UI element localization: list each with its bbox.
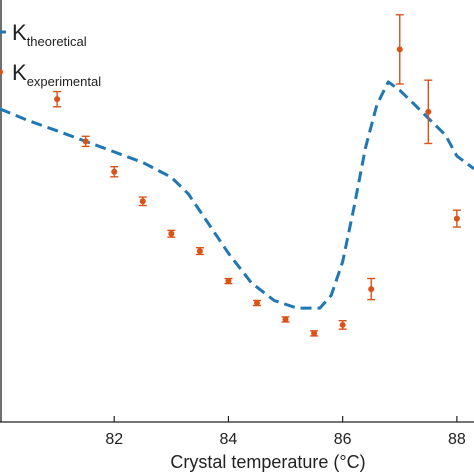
data-point	[281, 316, 290, 323]
data-point	[310, 330, 319, 337]
legend-swatch-marker	[0, 69, 3, 75]
data-point	[395, 14, 404, 85]
data-marker	[368, 286, 375, 293]
data-marker	[453, 215, 460, 222]
legend-label: Ktheoretical	[12, 20, 87, 49]
legend: Ktheoretical Kexperimental	[0, 20, 101, 89]
theoretical-curve	[0, 80, 474, 310]
axes	[0, 0, 474, 423]
data-point	[110, 165, 119, 178]
data-marker	[225, 278, 232, 285]
data-point	[252, 299, 261, 307]
data-point	[81, 135, 90, 148]
data-marker	[339, 321, 346, 328]
legend-label-subscript: theoretical	[27, 34, 87, 49]
data-point	[367, 277, 376, 301]
data-point	[167, 229, 176, 238]
data-point	[224, 277, 233, 285]
data-marker	[168, 230, 175, 237]
data-marker	[111, 168, 118, 175]
x-tick-label: 84	[220, 431, 238, 448]
data-marker	[54, 96, 61, 103]
x-ticks: 82 84 86 88	[105, 416, 466, 448]
data-point	[53, 90, 62, 108]
x-tick-label: 88	[448, 431, 466, 448]
series-layer	[0, 14, 474, 337]
data-marker	[425, 108, 432, 115]
x-axis-title: Crystal temperature (°C)	[170, 452, 365, 472]
data-point	[195, 247, 204, 256]
x-tick-label: 86	[334, 431, 352, 448]
data-point	[452, 209, 461, 228]
data-marker	[196, 248, 203, 255]
legend-entry: Ktheoretical	[0, 20, 87, 49]
data-marker	[139, 198, 146, 205]
data-point	[424, 79, 433, 145]
data-marker	[253, 299, 260, 306]
data-marker	[396, 46, 403, 53]
data-marker	[282, 316, 289, 323]
data-point	[138, 196, 147, 207]
legend-label-subscript: experimental	[27, 74, 102, 89]
x-tick-label: 82	[105, 431, 123, 448]
legend-entry: Kexperimental	[0, 60, 101, 89]
data-marker	[311, 330, 318, 337]
legend-label: Kexperimental	[12, 60, 101, 89]
data-point	[338, 320, 347, 330]
data-marker	[82, 138, 89, 145]
